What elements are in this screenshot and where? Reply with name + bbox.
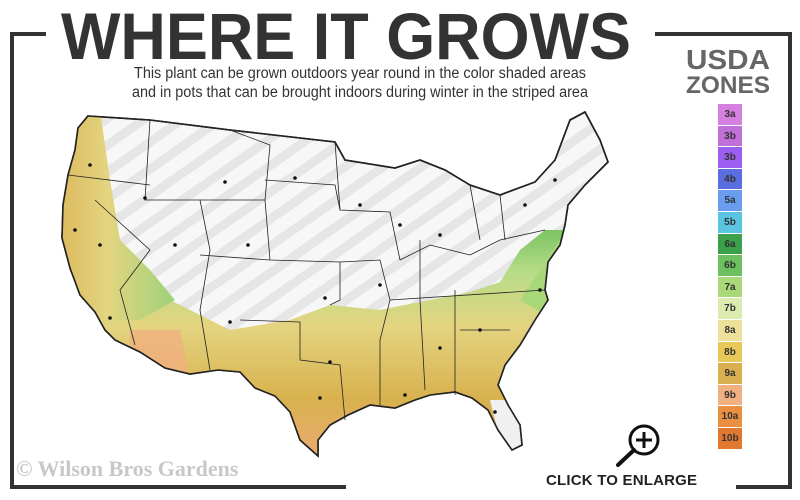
frame-left: [10, 32, 14, 489]
legend-zone-3b: 3b: [718, 147, 742, 168]
frame-right: [788, 32, 792, 489]
legend-zone-8b: 8b: [718, 341, 742, 363]
subtitle-line-2: and in pots that can be brought indoors …: [132, 84, 588, 101]
legend-zone-7b: 7b: [718, 298, 742, 319]
legend-zone-6a: 6a: [718, 233, 742, 255]
legend-zone-9a: 9a: [718, 363, 742, 384]
page-title: WHERE IT GROWS: [61, 4, 631, 66]
subtitle: This plant can be grown outdoors year ro…: [62, 64, 657, 102]
frame-top-left: [10, 32, 46, 36]
legend-zone-6b: 6b: [718, 255, 742, 276]
legend-zone-7a: 7a: [718, 276, 742, 298]
click-to-enlarge-button[interactable]: CLICK TO ENLARGE: [530, 420, 730, 500]
watermark: © Wilson Bros Gardens: [16, 456, 239, 481]
frame-bottom-left: [10, 485, 346, 489]
legend-zone-10a: 10a: [718, 406, 742, 427]
legend-zone-10b: 10b: [718, 427, 742, 449]
legend-title: USDA ZONES: [686, 44, 770, 96]
legend-zone-3a: 3a: [718, 104, 742, 125]
page-title-text: WHERE IT GROWS: [61, 4, 631, 66]
state-borders: [67, 119, 546, 421]
legend-zone-4b: 4b: [718, 168, 742, 190]
legend-zone-9b: 9b: [718, 384, 742, 406]
legend-zone-3b: 3b: [718, 125, 742, 147]
frame-bottom-right: [736, 485, 792, 489]
legend-zone-5a: 5a: [718, 190, 742, 211]
legend-zone-5b: 5b: [718, 211, 742, 233]
enlarge-label: CLICK TO ENLARGE: [546, 472, 698, 489]
usda-zone-map[interactable]: [40, 100, 620, 460]
subtitle-line-1: This plant can be grown outdoors year ro…: [134, 65, 586, 82]
zoom-in-icon: [616, 424, 660, 467]
legend-title-line-2: ZONES: [686, 72, 770, 96]
zone-legend: 3a 3b 3b 4b 5a 5b 6a 6b 7a 7b 8a 8b 9a 9b 10a 10b: [718, 104, 742, 450]
legend-zone-8a: 8a: [718, 319, 742, 341]
frame-top-right: [655, 32, 792, 36]
legend-title-line-1: USDA: [686, 44, 770, 75]
city-dots: [73, 163, 557, 414]
